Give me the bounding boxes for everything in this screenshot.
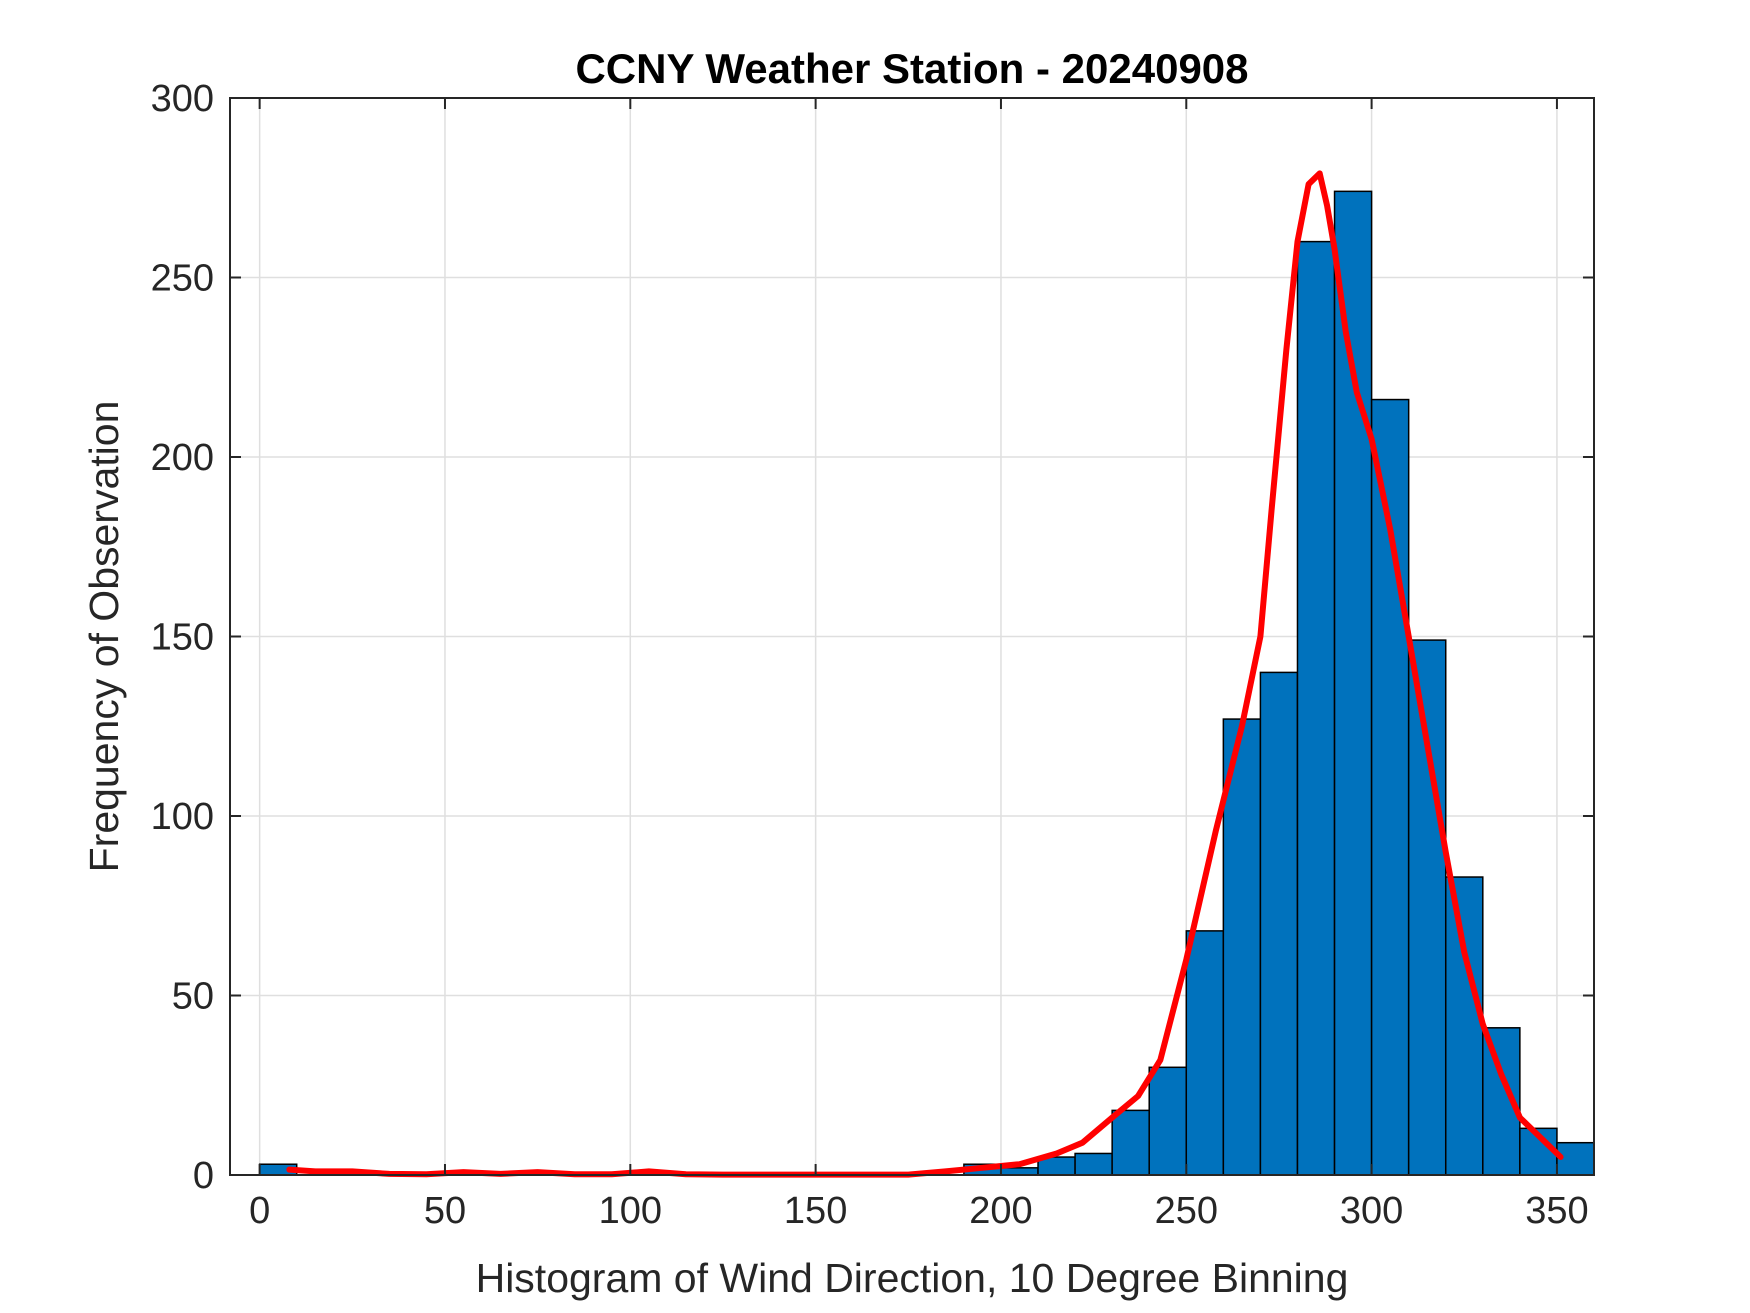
x-tick-label: 50 <box>424 1190 466 1232</box>
x-tick-label: 0 <box>249 1190 270 1232</box>
histogram-bar <box>1407 639 1447 1176</box>
y-axis-label: Frequency of Observation <box>81 401 127 873</box>
x-tick-label: 250 <box>1155 1190 1218 1232</box>
histogram-bar <box>1000 1167 1039 1176</box>
y-tick-label: 200 <box>151 437 214 479</box>
y-tick-label: 300 <box>151 78 214 120</box>
y-tick-label: 50 <box>172 976 214 1018</box>
axis-ticks: 0 50 100 150 200 250 300 350 0 50 100 150 200 250 300 <box>151 78 1594 1232</box>
x-axis-label: Histogram of Wind Direction, 10 Degree B… <box>476 1255 1349 1301</box>
y-tick-label: 250 <box>151 258 214 300</box>
x-tick-label: 300 <box>1340 1190 1403 1232</box>
x-tick-label: 100 <box>599 1190 662 1232</box>
x-tick-label: 200 <box>969 1190 1032 1232</box>
y-tick-label: 100 <box>151 796 214 838</box>
histogram-bar <box>1074 1152 1113 1176</box>
histogram-bar <box>1296 240 1336 1176</box>
histogram-bar <box>1185 930 1225 1176</box>
y-tick-label: 150 <box>151 617 214 659</box>
x-tick-label: 350 <box>1525 1190 1588 1232</box>
histogram-bar <box>1259 671 1299 1176</box>
histogram-bar <box>1333 190 1373 1176</box>
x-tick-label: 150 <box>784 1190 847 1232</box>
y-tick-label: 0 <box>193 1155 214 1197</box>
histogram-bar <box>1444 876 1484 1176</box>
histogram-bars <box>258 190 1595 1176</box>
histogram-bar <box>1148 1066 1188 1176</box>
histogram-bar <box>1111 1109 1150 1176</box>
chart-title: CCNY Weather Station - 20240908 <box>575 45 1248 92</box>
